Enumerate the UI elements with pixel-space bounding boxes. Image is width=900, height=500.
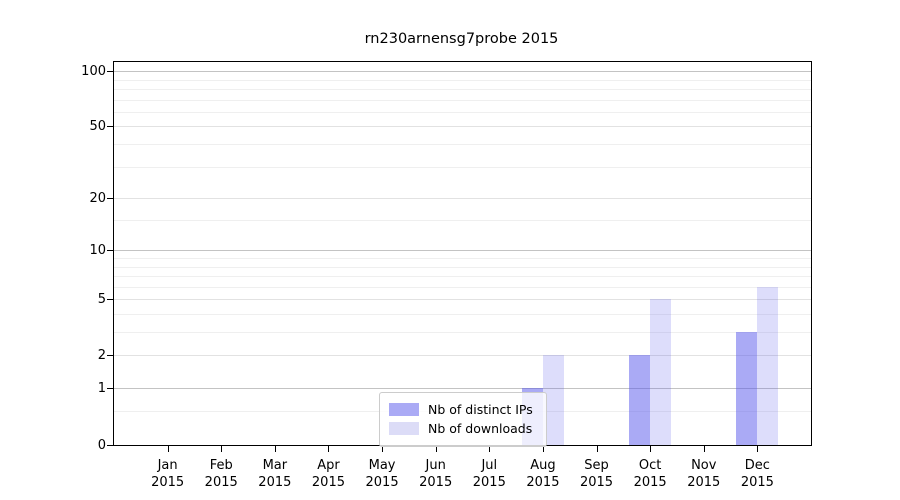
- gridline-10: [114, 250, 811, 252]
- x-tick-label-2: Mar 2015: [245, 457, 305, 491]
- x-tick-label-10: Nov 2015: [674, 457, 734, 491]
- year-label: 2015: [311, 475, 345, 490]
- x-tick-label-4: May 2015: [352, 457, 412, 491]
- month-label: Mar: [262, 458, 288, 473]
- x-tick-label-5: Jun 2015: [406, 457, 466, 491]
- gridline-40: [114, 144, 811, 146]
- gridline-80: [114, 89, 811, 91]
- gridline-1: [114, 388, 811, 389]
- y-tick-100: [107, 71, 113, 73]
- x-tick-10: [703, 446, 705, 452]
- y-tick-0: [107, 444, 113, 446]
- y-tick-20: [107, 198, 113, 200]
- x-tick-7: [542, 446, 544, 452]
- gridline-90: [114, 79, 811, 81]
- legend-item-downloads: Nb of downloads: [389, 420, 538, 437]
- y-tick-label-1: 1: [97, 381, 106, 396]
- legend-label: Nb of downloads: [428, 421, 533, 436]
- year-label: 2015: [419, 475, 453, 490]
- x-tick-label-9: Oct 2015: [620, 457, 680, 491]
- month-label: Jun: [425, 458, 446, 473]
- year-label: 2015: [258, 475, 292, 490]
- year-label: 2015: [687, 475, 721, 490]
- x-tick-11: [757, 446, 759, 452]
- year-label: 2015: [151, 475, 185, 490]
- gridline-100: [114, 71, 811, 73]
- legend-swatch-downloads: [389, 422, 419, 435]
- gridline-7: [114, 276, 811, 278]
- gridline-70: [114, 99, 811, 101]
- y-tick-1: [107, 388, 113, 389]
- month-label: May: [368, 458, 396, 473]
- x-tick-8: [596, 446, 598, 452]
- x-tick-label-11: Dec 2015: [727, 457, 787, 491]
- year-label: 2015: [633, 475, 667, 490]
- x-tick-4: [382, 446, 384, 452]
- bar-downloads-aug-2015: [542, 355, 564, 445]
- gridline-8: [114, 266, 811, 268]
- bar-downloads-dec-2015: [757, 286, 779, 445]
- bar-distinct-ips-oct-2015: [629, 355, 651, 445]
- chart-title: rn230arnensg7probe 2015: [364, 31, 559, 47]
- month-label: Sep: [584, 458, 609, 473]
- x-tick-label-0: Jan 2015: [138, 457, 198, 491]
- x-tick-label-6: Jul 2015: [459, 457, 519, 491]
- x-tick-2: [274, 446, 276, 452]
- gridline-50: [114, 126, 811, 128]
- y-tick-label-2: 2: [97, 348, 106, 364]
- x-tick-9: [650, 446, 652, 452]
- gridline-4: [114, 313, 811, 315]
- y-tick-label-100: 100: [81, 64, 106, 80]
- legend-label: Nb of distinct IPs: [428, 402, 533, 417]
- year-label: 2015: [579, 475, 614, 490]
- y-tick-50: [107, 126, 113, 128]
- month-label: Jul: [481, 458, 498, 473]
- month-label: Nov: [691, 458, 717, 473]
- gridline-9: [114, 258, 811, 259]
- legend-item-distinct-ips: Nb of distinct IPs: [389, 401, 538, 418]
- bar-downloads-oct-2015: [650, 299, 672, 445]
- x-tick-5: [435, 446, 437, 452]
- y-tick-label-50: 50: [89, 119, 106, 135]
- y-tick-label-10: 10: [89, 243, 106, 259]
- month-label: Dec: [744, 458, 770, 473]
- month-label: Aug: [530, 458, 556, 473]
- month-label: Oct: [638, 458, 662, 473]
- year-label: 2015: [365, 475, 399, 490]
- x-tick-label-7: Aug 2015: [513, 457, 573, 491]
- gridline-3: [114, 332, 811, 334]
- year-label: 2015: [740, 475, 774, 490]
- bar-distinct-ips-dec-2015: [736, 332, 758, 445]
- y-tick-5: [107, 299, 113, 301]
- x-tick-label-8: Sep 2015: [567, 457, 627, 491]
- gridline-6: [114, 286, 811, 288]
- year-label: 2015: [526, 475, 560, 490]
- gridline-5: [114, 299, 811, 301]
- x-tick-3: [328, 446, 330, 452]
- gridline-30: [114, 166, 811, 168]
- month-label: Apr: [317, 458, 340, 473]
- gridline-2: [114, 355, 811, 357]
- x-tick-6: [489, 446, 491, 452]
- month-label: Jan: [157, 458, 178, 473]
- y-tick-label-5: 5: [97, 292, 106, 308]
- month-label: Feb: [209, 458, 233, 473]
- year-label: 2015: [204, 475, 238, 490]
- legend-swatch-distinct-ips: [389, 403, 419, 416]
- gridline-20: [114, 198, 811, 200]
- y-tick-10: [107, 250, 113, 252]
- gridline-15: [114, 220, 811, 222]
- legend: Nb of distinct IPs Nb of downloads: [379, 392, 547, 447]
- x-tick-label-1: Feb 2015: [191, 457, 251, 491]
- x-tick-label-3: Apr 2015: [298, 457, 358, 491]
- year-label: 2015: [472, 475, 506, 490]
- x-tick-0: [167, 446, 169, 452]
- y-tick-label-0: 0: [97, 437, 106, 453]
- y-tick-2: [107, 355, 113, 357]
- gridline-60: [114, 111, 811, 113]
- plot-area: 0 1 2 5 10 20 50 100 Jan 2015 Feb 2015 Mar 2015 Apr 20…: [81, 61, 812, 490]
- y-tick-label-20: 20: [89, 191, 106, 207]
- x-tick-1: [221, 446, 223, 452]
